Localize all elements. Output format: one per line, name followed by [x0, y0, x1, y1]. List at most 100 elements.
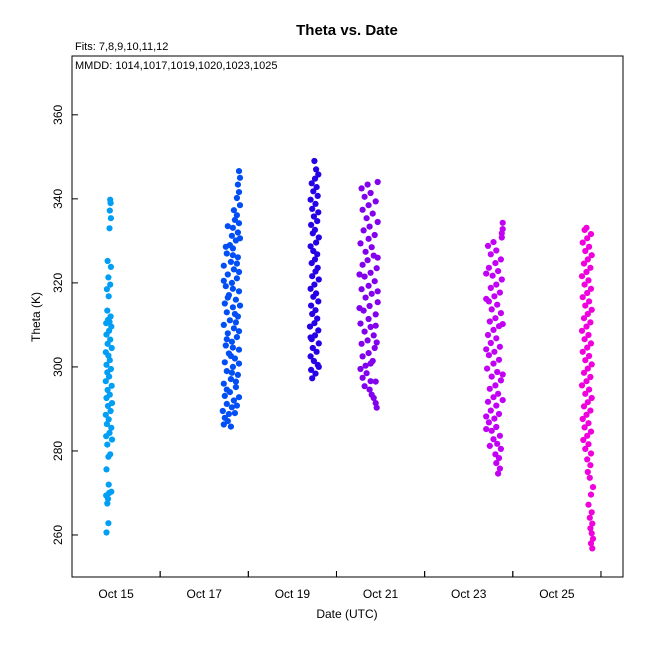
data-point: [497, 256, 504, 263]
data-point: [584, 365, 591, 372]
data-point: [580, 315, 588, 322]
data-point: [491, 293, 498, 300]
data-point: [234, 229, 241, 236]
data-point: [365, 235, 372, 242]
data-point: [223, 336, 230, 343]
data-point: [232, 296, 239, 303]
data-point: [585, 277, 592, 284]
data-point: [487, 284, 494, 291]
data-point: [307, 196, 314, 203]
data-point: [308, 180, 315, 187]
data-point: [579, 239, 586, 246]
data-point: [578, 273, 586, 280]
data-point: [582, 445, 589, 452]
data-point: [493, 247, 500, 254]
data-point: [581, 424, 588, 431]
data-point: [229, 224, 236, 231]
data-point: [104, 307, 111, 314]
data-point: [224, 330, 231, 337]
data-point: [223, 368, 230, 375]
data-point: [372, 198, 379, 205]
data-point: [483, 295, 490, 302]
data-point: [583, 224, 590, 231]
data-point: [487, 251, 494, 258]
series-3: [306, 157, 322, 382]
data-point: [588, 530, 595, 537]
data-point: [361, 328, 368, 335]
data-point: [228, 338, 235, 345]
y-axis-label: Theta (K): [29, 292, 43, 342]
data-point: [107, 196, 114, 203]
x-axis: Oct 15 Oct 17 Oct 19 Oct 21 Oct 23 Oct 25: [71, 571, 602, 601]
data-point: [233, 194, 240, 202]
data-point: [493, 335, 500, 342]
data-point: [582, 357, 589, 364]
data-point: [228, 369, 235, 376]
data-point: [108, 344, 115, 352]
data-point: [221, 392, 228, 399]
data-point: [227, 258, 234, 265]
data-point: [486, 442, 493, 449]
data-point: [314, 315, 321, 322]
data-point: [363, 370, 370, 377]
data-point: [358, 286, 365, 293]
data-point: [494, 368, 501, 376]
data-point: [230, 325, 237, 332]
data-point: [483, 426, 490, 433]
series-1: [102, 196, 116, 536]
data-point: [587, 491, 595, 498]
data-point: [102, 411, 109, 418]
data-point: [365, 350, 372, 357]
data-point: [309, 375, 316, 382]
data-point: [311, 256, 319, 263]
data-point: [357, 240, 364, 247]
data-point: [310, 357, 317, 365]
data-point: [227, 376, 234, 383]
data-point: [105, 274, 112, 281]
data-point: [103, 421, 110, 428]
data-point: [107, 365, 114, 373]
data-point: [106, 225, 113, 232]
data-point: [315, 171, 322, 178]
data-point: [374, 218, 381, 226]
data-point: [493, 402, 500, 409]
data-point: [108, 424, 115, 431]
data-point: [366, 223, 373, 230]
data-point: [496, 289, 503, 296]
data-point: [485, 264, 492, 271]
data-point: [587, 450, 595, 457]
data-point: [499, 226, 506, 233]
chart-title: Theta vs. Date: [296, 22, 398, 39]
data-point: [366, 386, 373, 393]
data-point: [584, 399, 591, 406]
data-point: [357, 320, 364, 327]
data-point: [483, 346, 490, 353]
data-point: [104, 257, 111, 265]
y-tick-label: 260: [51, 525, 65, 545]
data-point: [586, 474, 593, 481]
y-tick-label: 280: [51, 441, 65, 461]
data-point: [307, 353, 314, 360]
data-point: [580, 436, 587, 444]
data-point: [310, 213, 317, 220]
data-point: [309, 344, 316, 352]
data-point: [489, 272, 496, 279]
data-point: [584, 310, 591, 318]
data-point: [228, 232, 235, 239]
data-point: [584, 468, 591, 476]
series-2: [219, 168, 244, 430]
data-point: [234, 371, 241, 378]
data-point: [374, 288, 381, 295]
data-point: [372, 322, 379, 329]
y-tick-label: 300: [51, 357, 65, 377]
data-point: [496, 465, 503, 472]
data-point: [588, 361, 595, 368]
data-point: [107, 313, 114, 320]
data-point: [106, 429, 113, 436]
data-point: [224, 294, 231, 301]
data-point: [315, 234, 322, 241]
data-point: [369, 210, 376, 217]
data-point: [499, 397, 506, 404]
data-point: [231, 310, 238, 318]
